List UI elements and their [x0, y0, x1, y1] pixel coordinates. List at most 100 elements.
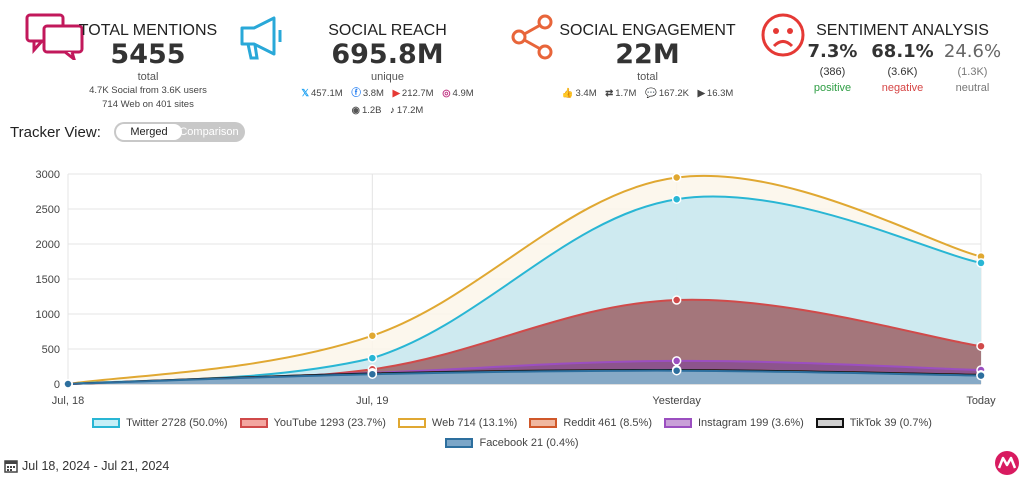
legend-label: Reddit 461 (8.5%) — [563, 417, 652, 429]
date-range-text: Jul 18, 2024 - Jul 21, 2024 — [22, 459, 170, 473]
legend-item[interactable]: Instagram 199 (3.6%) — [664, 417, 804, 429]
line-facebook — [67, 369, 982, 385]
reach-reddit: ◉ 1.2B — [351, 105, 382, 116]
x-tick-label: Jul, 18 — [52, 395, 84, 407]
point-facebook — [976, 370, 986, 381]
reach-x: 𝕏 457.1M — [301, 88, 343, 99]
tracker-view-toggle[interactable]: Comparison Merged — [114, 122, 245, 142]
line-web — [67, 174, 982, 385]
legend-label: Web 714 (13.1%) — [431, 417, 518, 429]
mentions-web-line: 714 Web on 401 sites — [102, 99, 194, 110]
reddit-icon: ◉ — [351, 105, 360, 116]
point-youtube — [976, 341, 986, 351]
legend-label: Twitter 2728 (50.0%) — [126, 417, 228, 429]
legend-item[interactable]: Facebook 21 (0.4%) — [445, 437, 579, 449]
legend-label: YouTube 1293 (23.7%) — [273, 417, 386, 429]
point-web — [367, 330, 378, 341]
social-reach-title: SOCIAL REACH — [328, 22, 447, 39]
social-reach-value: 695.8M — [331, 39, 444, 70]
engagement-plays: ▶ 16.3M — [697, 88, 734, 99]
instagram-icon: ◎ — [442, 88, 451, 99]
mentions-icon — [24, 12, 86, 65]
point-facebook — [671, 365, 682, 376]
reach-facebook: ⓕ 3.8M — [351, 88, 384, 99]
total-mentions-unit: total — [137, 71, 159, 83]
date-range[interactable]: Jul 18, 2024 - Jul 21, 2024 — [4, 459, 169, 473]
y-tick-label: 2000 — [36, 239, 60, 251]
social-engagement-stat: SOCIAL ENGAGEMENT 22M total 👍 3.4M ⇄ 1.7M … — [555, 0, 740, 101]
total-mentions-value: 5455 — [110, 39, 186, 70]
mentions-area-chart: 0 500 1000 1500 2000 2500 3000 Jul, 18 Jul, 19 Ye… — [36, 169, 997, 407]
point-instagram — [671, 356, 682, 366]
x-tick-label: Jul, 19 — [356, 395, 388, 407]
mentions-social-line: 4.7K Social from 3.6K users — [89, 85, 207, 96]
y-tick-label: 2500 — [36, 204, 60, 216]
sentiment-title: SENTIMENT ANALYSIS — [816, 22, 989, 39]
merged-option[interactable]: Merged — [116, 124, 182, 140]
y-tick-label: 3000 — [36, 169, 60, 181]
retweet-icon: ⇄ — [605, 88, 614, 99]
legend-swatch — [239, 418, 268, 428]
area-facebook — [68, 370, 981, 384]
youtube-icon: ▶ — [392, 88, 400, 99]
facebook-icon: ⓕ — [351, 88, 361, 99]
x-tick-label: Today — [966, 395, 996, 407]
point-twitter — [367, 353, 378, 363]
legend-swatch — [397, 418, 426, 428]
sad-face-icon — [760, 12, 806, 63]
legend-item[interactable]: Twitter 2728 (50.0%) — [92, 417, 228, 429]
legend-label: Facebook 21 (0.4%) — [479, 437, 579, 449]
legend-label: TikTok 39 (0.7%) — [849, 417, 932, 429]
total-mentions-title: TOTAL MENTIONS — [78, 22, 218, 39]
y-tick-label: 1000 — [36, 309, 60, 321]
point-twitter — [671, 194, 682, 204]
sentiment-neutral: 24.6% (1.3K) neutral — [943, 41, 1002, 94]
legend-item[interactable]: Web 714 (13.1%) — [397, 417, 518, 429]
social-engagement-unit: total — [637, 71, 658, 83]
x-tick-label: Yesterday — [652, 395, 701, 407]
calendar-icon — [4, 460, 18, 473]
legend-swatch — [92, 418, 121, 428]
brand-logo — [994, 450, 1020, 481]
total-mentions-stat: TOTAL MENTIONS 5455 total 4.7K Social fr… — [78, 0, 218, 112]
chart-legend-row-2: Facebook 21 (0.4%) — [0, 437, 1024, 449]
legend-swatch — [529, 418, 558, 428]
sentiment-negative: 68.1% (3.6K) negative — [871, 41, 934, 94]
point-web — [671, 172, 682, 183]
sentiment-analysis: SENTIMENT ANALYSIS 7.3% (386) positive 6… — [800, 0, 1005, 96]
legend-item[interactable]: YouTube 1293 (23.7%) — [239, 417, 386, 429]
legend-swatch — [815, 418, 844, 428]
sentiment-positive: 7.3% (386) positive — [807, 41, 858, 94]
y-tick-label: 1500 — [36, 274, 60, 286]
engagement-likes: 👍 3.4M — [561, 88, 597, 99]
legend-label: Instagram 199 (3.6%) — [698, 417, 804, 429]
point-youtube — [671, 295, 682, 305]
point-facebook — [63, 379, 73, 389]
like-icon: 👍 — [561, 88, 574, 99]
legend-item[interactable]: TikTok 39 (0.7%) — [815, 417, 932, 429]
comment-icon: 💬 — [645, 88, 657, 99]
x-icon: 𝕏 — [301, 88, 309, 99]
social-engagement-value: 22M — [615, 39, 680, 70]
social-reach-unit: unique — [370, 71, 405, 83]
tiktok-icon: ♪ — [390, 105, 395, 116]
social-engagement-title: SOCIAL ENGAGEMENT — [559, 22, 736, 39]
share-icon — [510, 14, 556, 65]
point-facebook — [367, 369, 378, 379]
point-twitter — [976, 258, 986, 268]
reach-youtube: ▶ 212.7M — [392, 88, 434, 99]
legend-item[interactable]: Reddit 461 (8.5%) — [529, 417, 652, 429]
y-tick-label: 0 — [54, 379, 60, 391]
tracker-view-label: Tracker View: — [10, 124, 101, 141]
play-icon: ▶ — [697, 88, 705, 99]
legend-swatch — [445, 438, 474, 448]
reach-tiktok: ♪ 17.2M — [390, 105, 424, 116]
legend-swatch — [664, 418, 692, 428]
engagement-comments: 💬 167.2K — [645, 88, 689, 99]
social-reach-stat: SOCIAL REACH 695.8M unique 𝕏 457.1M ⓕ 3.8M… — [290, 0, 485, 118]
y-tick-label: 500 — [42, 344, 60, 356]
comparison-option[interactable]: Comparison — [179, 126, 239, 138]
chart-legend: Twitter 2728 (50.0%) YouTube 1293 (23.7%)… — [0, 417, 1024, 429]
megaphone-icon — [236, 14, 286, 65]
engagement-retweets: ⇄ 1.7M — [605, 88, 637, 99]
